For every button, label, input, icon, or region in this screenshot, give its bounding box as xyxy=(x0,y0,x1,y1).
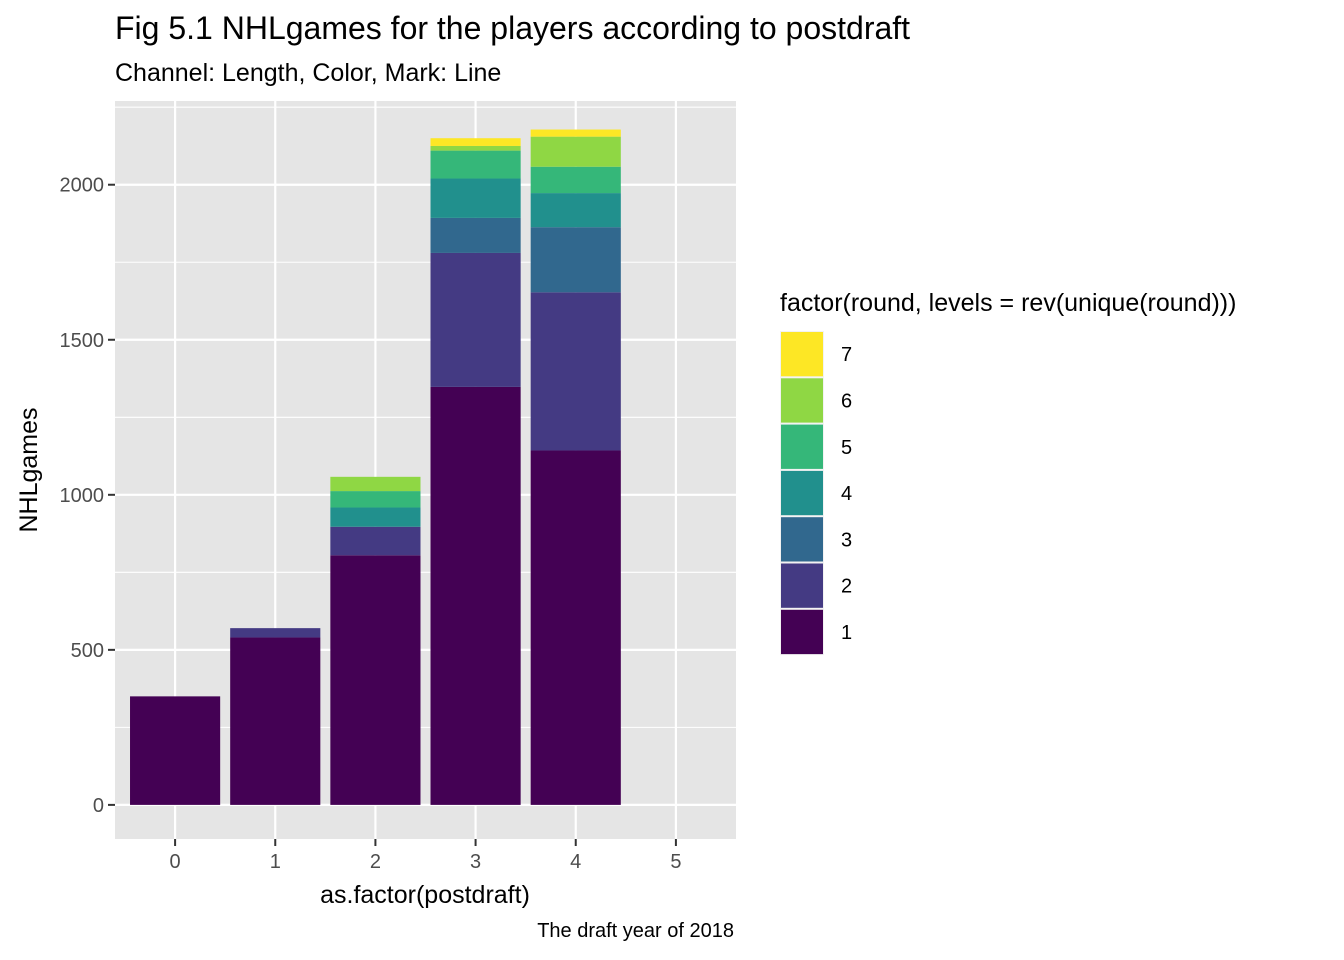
bar-segment-2-round-6 xyxy=(330,476,421,492)
y-tick-label: 1500 xyxy=(60,330,105,352)
x-tick-label: 0 xyxy=(170,851,181,873)
legend-swatch-4 xyxy=(781,470,823,516)
bar-segment-2-round-5 xyxy=(330,491,421,508)
y-tick-label: 500 xyxy=(71,640,104,662)
legend: 7 6 5 4 3 2 1 xyxy=(780,331,852,656)
x-tick-label: 2 xyxy=(370,851,381,873)
bar-segment-4-round-2 xyxy=(530,292,621,451)
bars-group xyxy=(130,129,621,805)
legend-label-2: 2 xyxy=(841,576,852,598)
x-tick-label: 1 xyxy=(270,851,281,873)
legend-swatch-5 xyxy=(781,424,823,469)
bar-segment-4-round-7 xyxy=(530,129,621,137)
bar-segment-4-round-1 xyxy=(530,450,621,805)
bar-segment-4-round-4 xyxy=(530,193,621,228)
legend-title: factor(round, levels = rev(unique(round)… xyxy=(780,289,1237,317)
bar-segment-4-round-5 xyxy=(530,166,621,194)
x-axis: 0 1 2 3 4 5 xyxy=(170,839,681,873)
bar-segment-3-round-4 xyxy=(430,178,521,218)
y-tick-label: 0 xyxy=(93,795,104,817)
bar-segment-4-round-3 xyxy=(530,227,621,293)
x-axis-title: as.factor(postdraft) xyxy=(320,881,530,909)
legend-swatch-7 xyxy=(781,332,823,377)
legend-swatch-1 xyxy=(781,609,823,655)
x-tick-label: 4 xyxy=(570,851,581,873)
bar-segment-3-round-5 xyxy=(430,150,521,179)
y-tick-label: 2000 xyxy=(60,175,105,197)
chart-subtitle: Channel: Length, Color, Mark: Line xyxy=(115,59,502,87)
legend-swatch-6 xyxy=(781,378,823,423)
bar-segment-4-round-6 xyxy=(530,136,621,167)
bar-segment-1-round-1 xyxy=(230,637,321,805)
legend-swatch-3 xyxy=(781,517,823,562)
legend-label-6: 6 xyxy=(841,390,852,412)
x-tick-label: 3 xyxy=(470,851,481,873)
legend-label-3: 3 xyxy=(841,529,852,551)
bar-segment-3-round-3 xyxy=(430,217,521,253)
x-tick-label: 5 xyxy=(670,851,681,873)
bar-segment-2-round-4 xyxy=(330,507,421,527)
bar-segment-0-round-1 xyxy=(130,696,221,805)
y-axis: 0 500 1000 1500 2000 xyxy=(60,175,115,817)
bar-segment-3-round-6 xyxy=(430,145,521,151)
legend-label-1: 1 xyxy=(841,622,852,644)
bar-segment-2-round-2 xyxy=(330,526,421,556)
legend-label-7: 7 xyxy=(841,344,852,366)
chart-title: Fig 5.1 NHLgames for the players accordi… xyxy=(115,10,911,46)
y-axis-title: NHLgames xyxy=(15,407,43,532)
legend-swatch-2 xyxy=(781,563,823,608)
legend-label-4: 4 xyxy=(841,483,852,505)
bar-segment-3-round-1 xyxy=(430,386,521,805)
bar-segment-3-round-2 xyxy=(430,252,521,387)
bar-segment-1-round-2 xyxy=(230,628,321,638)
grid-minor xyxy=(115,106,736,728)
bar-segment-3-round-7 xyxy=(430,138,521,146)
chart-caption: The draft year of 2018 xyxy=(537,920,734,942)
bar-segment-2-round-1 xyxy=(330,555,421,805)
y-tick-label: 1000 xyxy=(60,485,105,507)
legend-label-5: 5 xyxy=(841,437,852,459)
